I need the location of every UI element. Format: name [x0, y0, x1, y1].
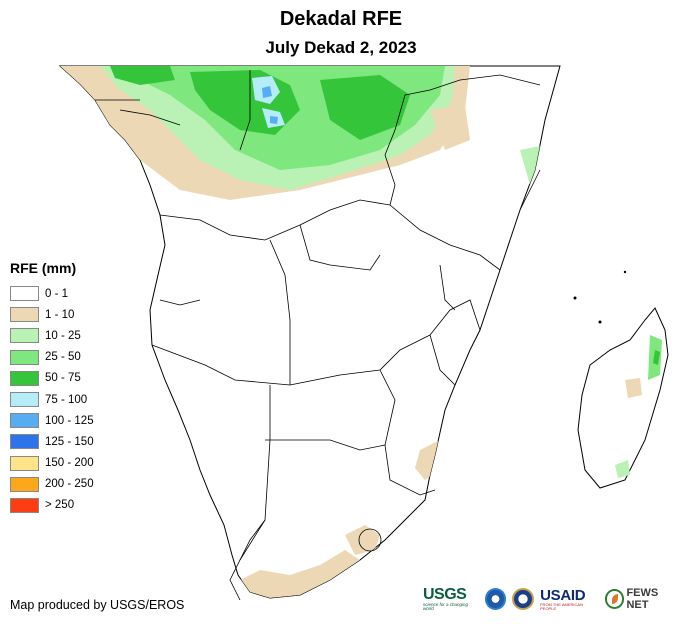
country-borders	[95, 70, 541, 601]
legend-swatch	[10, 349, 39, 365]
legend-item: 75 - 100	[10, 389, 94, 410]
madagascar-dry	[625, 378, 642, 398]
legend-label: 100 - 125	[45, 414, 94, 427]
legend-label: 150 - 200	[45, 457, 94, 470]
legend-label: 0 - 1	[45, 287, 69, 300]
madagascar-rain-patch	[653, 350, 660, 365]
rainfall-zone-extreme-2	[270, 116, 278, 124]
fews-net-text: FEWS NET	[626, 587, 659, 611]
usgs-tagline: science for a changing world	[423, 601, 469, 611]
noaa-seal-icon	[484, 588, 507, 610]
legend-item: 1 - 10	[10, 304, 94, 325]
madagascar-rain-south	[615, 460, 630, 478]
legend-swatch	[10, 476, 39, 492]
rainfall-zone-ethiopia-dry	[430, 105, 470, 150]
legend-label: 25 - 50	[45, 351, 81, 364]
rainfall-zone-coast-east	[480, 340, 520, 375]
legend-label: 10 - 25	[45, 329, 81, 342]
rainfall-zone-dry-south	[240, 550, 360, 598]
partner-logos: USGS science for a changing world USAID …	[423, 586, 682, 612]
legend-label: 50 - 75	[45, 372, 81, 385]
rainfall-zone-heavy-3	[110, 66, 175, 85]
usaid-tagline: FROM THE AMERICAN PEOPLE	[540, 601, 583, 611]
legend-label: 125 - 150	[45, 435, 94, 448]
legend-item: 25 - 50	[10, 347, 94, 368]
map-subtitle: July Dekad 2, 2023	[265, 38, 417, 57]
legend-label: 1 - 10	[45, 308, 75, 321]
legend-swatch	[10, 455, 39, 471]
legend-swatch	[10, 497, 39, 513]
usaid-logo: USAID FROM THE AMERICAN PEOPLE	[540, 588, 599, 611]
legend-item: 150 - 200	[10, 453, 94, 474]
legend-swatch	[10, 307, 39, 323]
legend-swatch	[10, 328, 39, 344]
legend-swatch	[10, 286, 39, 302]
legend-swatch	[10, 392, 39, 408]
legend-swatch	[10, 434, 39, 450]
fews-net-icon	[604, 589, 625, 609]
legend-label: > 250	[45, 499, 75, 512]
island-marker	[623, 270, 627, 274]
legend-item: 10 - 25	[10, 325, 94, 346]
legend-swatch	[10, 370, 39, 386]
usaid-logo-text: USAID	[540, 586, 586, 604]
legend-item: 50 - 75	[10, 368, 94, 389]
madagascar-landmass	[577, 307, 669, 489]
legend-item: 0 - 1	[10, 283, 94, 304]
legend-label: 75 - 100	[45, 393, 88, 406]
rainfall-zone-heavy-2	[320, 75, 410, 140]
legend-item: 200 - 250	[10, 474, 94, 495]
legend-item: > 250	[10, 495, 94, 516]
usgs-logo-text: USGS	[423, 585, 467, 603]
legend-label: 200 - 250	[45, 478, 94, 491]
fews-net-logo: FEWS NET	[604, 587, 682, 611]
legend: RFE (mm) 0 - 1 1 - 10 10 - 25 25 - 50 50 - 7…	[10, 260, 94, 516]
map-credit: Map produced by USGS/EROS	[10, 598, 185, 612]
island-marker	[598, 320, 602, 324]
legend-title: RFE (mm)	[10, 260, 77, 276]
map-title: Dekadal RFE	[279, 8, 403, 30]
legend-item: 100 - 125	[10, 410, 94, 431]
legend-item: 125 - 150	[10, 431, 94, 452]
legend-rows: 0 - 1 1 - 10 10 - 25 25 - 50 50 - 75 75 - 100…	[10, 283, 94, 516]
island-marker	[573, 296, 577, 300]
rainfall-zone-extreme	[262, 86, 272, 98]
lesotho-border	[358, 528, 382, 552]
usgs-logo: USGS science for a changing world	[423, 585, 479, 612]
legend-swatch	[10, 413, 39, 429]
rainfall-zone-dry-lesotho	[345, 525, 380, 555]
agency-seal-icon	[512, 588, 535, 610]
